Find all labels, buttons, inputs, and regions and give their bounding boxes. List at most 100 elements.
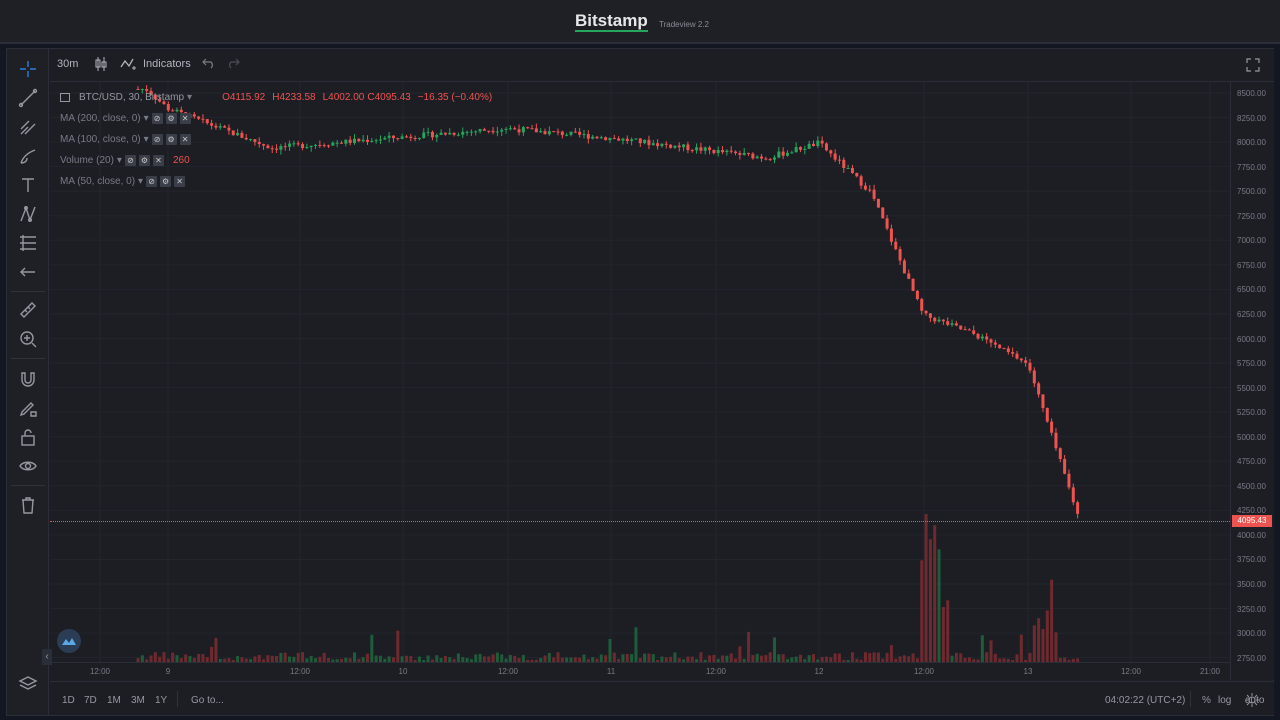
hide-icon[interactable]: ⊘ (151, 113, 163, 124)
close-icon[interactable]: ✕ (174, 176, 186, 187)
undo-icon[interactable] (202, 57, 216, 72)
candle-body (647, 139, 651, 146)
percent-toggle[interactable]: % (1202, 695, 1211, 706)
chart-settings-icon[interactable] (60, 93, 70, 102)
trash-icon[interactable] (16, 494, 40, 516)
text-icon[interactable] (16, 174, 40, 196)
study-ma100[interactable]: MA (100, close, 0) ▾ ⊘ ⚙ ✕ (60, 134, 191, 145)
candle-body (816, 140, 820, 146)
time-tick-label: 12:00 (289, 667, 311, 676)
close-icon[interactable]: ✕ (179, 113, 191, 124)
range-1d[interactable]: 1D (62, 695, 75, 706)
volume-bar (327, 657, 331, 662)
candle-body (677, 145, 681, 148)
candle-body (764, 158, 768, 160)
volume-bar (201, 654, 205, 662)
study-label[interactable]: Volume (20) (60, 155, 114, 166)
volume-bar (1054, 632, 1058, 662)
study-ma200[interactable]: MA (200, close, 0) ▾ ⊘ ⚙ ✕ (60, 113, 191, 124)
candle-body (751, 153, 755, 159)
candle-body (608, 137, 612, 141)
time-axis[interactable]: 12:00 9 12:00 10 12:00 11 12:00 12 12:00 13 12:00 2… (50, 662, 1230, 680)
range-7d[interactable]: 7D (84, 695, 97, 706)
volume-bar (279, 652, 283, 662)
layers-icon[interactable] (16, 673, 40, 695)
trendline-icon[interactable] (16, 87, 40, 109)
volume-bar (634, 627, 638, 662)
volume-bar (253, 656, 257, 662)
candle-body (344, 139, 348, 144)
volume-bar (612, 652, 616, 662)
candle-body (448, 132, 452, 135)
study-volume[interactable]: Volume (20) ▾ ⊘ ⚙ ✕ 260 (60, 155, 190, 166)
eye-icon[interactable] (16, 455, 40, 477)
volume-bar (643, 653, 647, 662)
brand-logo[interactable]: Bitstamp (575, 11, 648, 32)
clock[interactable]: 04:02:22 (UTC+2) (1105, 695, 1186, 706)
volume-bar (669, 656, 673, 662)
range-3m[interactable]: 3M (131, 695, 145, 706)
study-label[interactable]: MA (100, close, 0) (60, 134, 141, 145)
collapse-toolbar-button[interactable]: ‹ (42, 649, 52, 665)
gear-icon[interactable]: ⚙ (165, 113, 177, 124)
volume-bar (1076, 658, 1080, 662)
gear-icon[interactable] (1245, 693, 1259, 712)
candle-body (933, 317, 937, 322)
candle-body (171, 110, 175, 112)
candles-icon[interactable] (94, 56, 108, 75)
candle-body (985, 336, 989, 340)
zoom-in-icon[interactable] (16, 328, 40, 350)
pattern-icon[interactable] (16, 203, 40, 225)
interval-button[interactable]: 30m (57, 58, 79, 70)
volume-bar (149, 655, 153, 662)
range-1y[interactable]: 1Y (155, 695, 168, 706)
pitchfork-icon[interactable] (16, 116, 40, 138)
separator (1190, 691, 1191, 707)
candle-body (145, 88, 149, 91)
magnet-icon[interactable] (16, 368, 40, 390)
arrow-left-icon[interactable] (16, 261, 40, 283)
unlock-icon[interactable] (16, 426, 40, 448)
study-label[interactable]: MA (200, close, 0) (60, 113, 141, 124)
chevron-down-icon[interactable]: ▾ (187, 92, 193, 103)
crosshair-icon[interactable] (16, 58, 40, 80)
redo-icon[interactable] (226, 57, 240, 72)
range-1m[interactable]: 1M (107, 695, 121, 706)
gear-icon[interactable]: ⚙ (138, 155, 150, 166)
candle-body (521, 127, 525, 133)
indicators-icon[interactable] (120, 57, 138, 74)
candle-body (383, 137, 387, 140)
brush-icon[interactable] (16, 145, 40, 167)
candle-body (773, 157, 777, 160)
candle-body (140, 88, 144, 90)
goto-button[interactable]: Go to... (191, 695, 224, 706)
study-ma50[interactable]: MA (50, close, 0) ▾ ⊘ ⚙ ✕ (60, 176, 186, 187)
gear-icon[interactable]: ⚙ (165, 134, 177, 145)
volume-bar (409, 656, 413, 662)
fullscreen-icon[interactable] (1246, 58, 1260, 75)
close-icon[interactable]: ✕ (179, 134, 191, 145)
volume-bar (686, 656, 690, 662)
study-label[interactable]: MA (50, close, 0) (60, 176, 136, 187)
lock-drawing-icon[interactable] (16, 397, 40, 419)
price-chart[interactable] (50, 82, 1230, 680)
volume-bar (179, 658, 183, 662)
chart-pane[interactable]: BTC/USD, 30, Bitstamp ▾ O4115.92 H4233.5… (50, 82, 1230, 680)
fib-icon[interactable] (16, 232, 40, 254)
candle-body (660, 143, 664, 147)
hide-icon[interactable]: ⊘ (151, 134, 163, 145)
hide-icon[interactable]: ⊘ (124, 155, 136, 166)
candle-body (725, 150, 729, 153)
gear-icon[interactable]: ⚙ (160, 176, 172, 187)
hide-icon[interactable]: ⊘ (146, 176, 158, 187)
ruler-icon[interactable] (16, 299, 40, 321)
tradingview-logo-icon[interactable] (57, 629, 81, 653)
volume-bar (872, 652, 876, 662)
close-icon[interactable]: ✕ (152, 155, 164, 166)
volume-bar (907, 656, 911, 662)
price-axis[interactable]: 8500.00 8250.00 8000.00 7750.00 7500.00 7250.… (1230, 82, 1274, 680)
log-toggle[interactable]: log (1218, 695, 1232, 706)
symbol-label[interactable]: BTC/USD, 30, Bitstamp (79, 92, 185, 103)
indicators-button[interactable]: Indicators (143, 58, 191, 70)
candle-body (734, 151, 738, 154)
